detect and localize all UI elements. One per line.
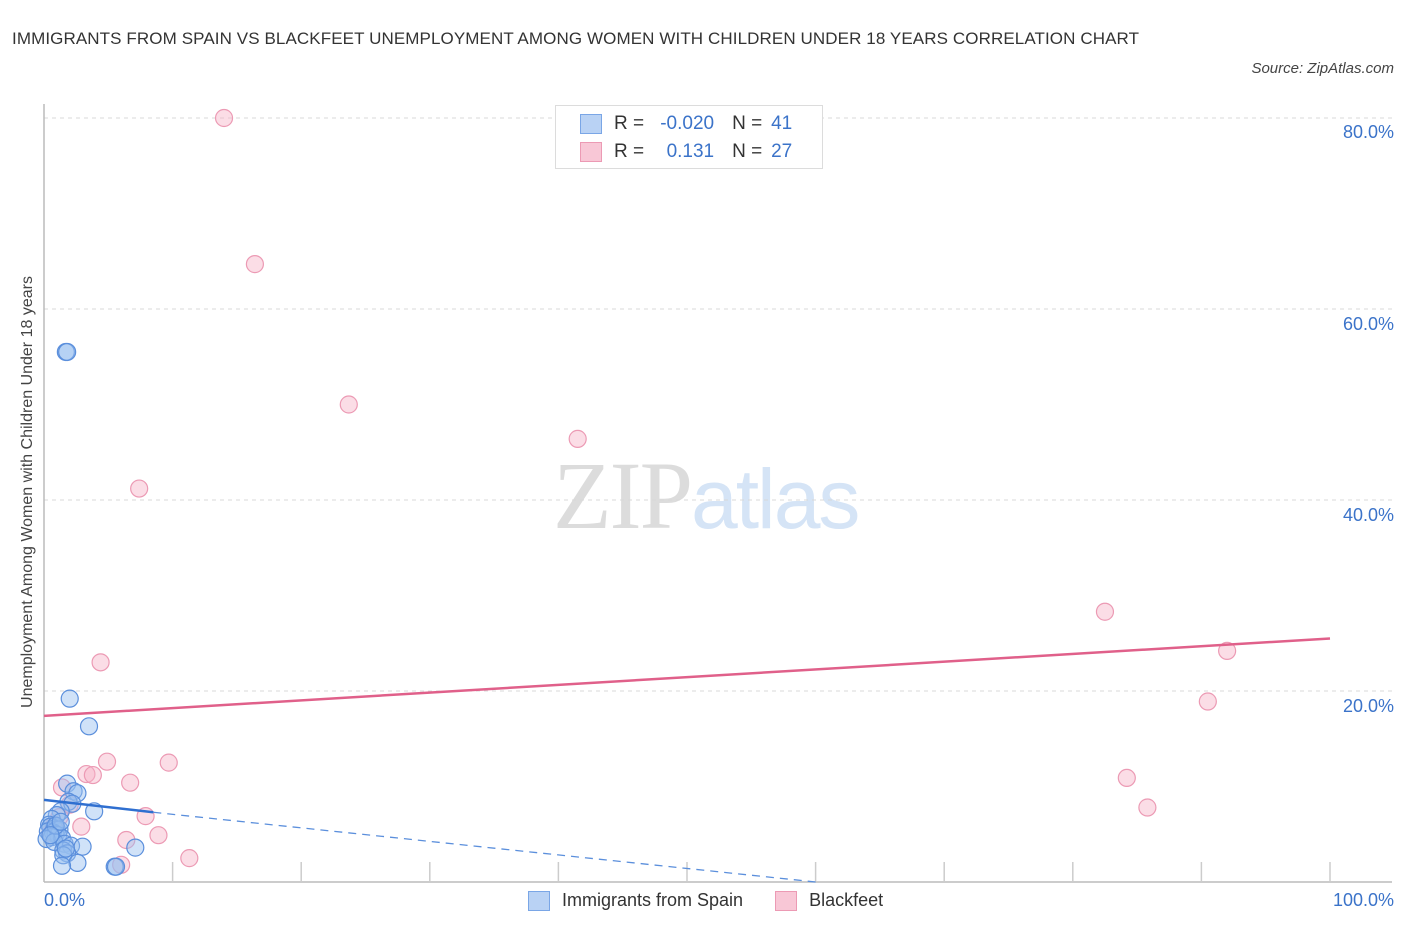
blackfeet-point xyxy=(149,826,168,845)
blackfeet-point xyxy=(214,108,234,128)
blackfeet-point xyxy=(180,849,199,868)
series-legend: Immigrants from Spain Blackfeet xyxy=(528,890,915,911)
watermark: ZIPatlas xyxy=(553,448,860,547)
blackfeet-point xyxy=(1117,768,1136,788)
blackfeet-point xyxy=(97,752,117,771)
y-tick-80: 80.0% xyxy=(1342,122,1394,142)
spain-point xyxy=(52,856,72,875)
r-label: R = xyxy=(614,113,645,134)
blackfeet-point xyxy=(339,395,358,414)
blackfeet-point xyxy=(1198,692,1217,711)
spain-point xyxy=(58,342,77,362)
blackfeet-trend-line xyxy=(43,637,1331,718)
blackfeet-swatch-icon xyxy=(580,142,602,162)
blackfeet-point xyxy=(72,817,91,836)
blackfeet-point xyxy=(159,753,178,772)
y-tick-20: 20.0% xyxy=(1342,696,1394,716)
legend-row-spain: R = -0.020 N = 41 xyxy=(580,112,792,136)
spain-point xyxy=(106,857,126,876)
n-value: 27 xyxy=(771,141,793,162)
spain-trend-extension xyxy=(153,811,816,883)
blackfeet-swatch-icon xyxy=(775,890,798,911)
blackfeet-point xyxy=(1095,602,1115,621)
y-axis-label: Unemployment Among Women with Children U… xyxy=(19,276,36,708)
blackfeet-point xyxy=(568,429,587,448)
blackfeet-point xyxy=(77,764,96,784)
r-value: 0.131 xyxy=(666,141,715,162)
spain-point xyxy=(41,826,60,845)
blackfeet-point xyxy=(130,479,149,498)
spain-swatch-icon xyxy=(580,114,602,134)
y-tick-40: 40.0% xyxy=(1342,505,1394,525)
legend-label: Blackfeet xyxy=(809,890,884,910)
y-tick-60: 60.0% xyxy=(1342,314,1394,334)
r-label: R = xyxy=(614,141,645,162)
source-label: Source: ZipAtlas.com xyxy=(1251,60,1394,77)
legend-item-spain[interactable]: Immigrants from Spain xyxy=(528,890,743,911)
n-value: 41 xyxy=(771,113,793,134)
spain-trend-line xyxy=(43,798,154,814)
blackfeet-point xyxy=(83,765,102,785)
spain-point xyxy=(60,689,79,708)
legend-label: Immigrants from Spain xyxy=(562,890,744,910)
blackfeet-point xyxy=(91,653,110,672)
blackfeet-point xyxy=(1218,641,1237,660)
x-tick-100: 100.0% xyxy=(1332,890,1394,910)
spain-point xyxy=(73,837,92,856)
spain-point xyxy=(79,717,99,736)
blackfeet-point xyxy=(121,773,140,792)
legend-item-blackfeet[interactable]: Blackfeet xyxy=(775,890,883,911)
blackfeet-point xyxy=(245,255,265,274)
watermark-atlas: atlas xyxy=(691,452,860,546)
x-tick-0: 0.0% xyxy=(44,890,86,910)
correlation-legend: R = -0.020 N = 41 R = 0.131 N = 27 xyxy=(555,105,823,169)
n-label: N = xyxy=(732,141,763,162)
spain-point xyxy=(51,812,70,831)
spain-point xyxy=(68,853,87,873)
r-value: -0.020 xyxy=(660,113,715,134)
chart-title: IMMIGRANTS FROM SPAIN VS BLACKFEET UNEMP… xyxy=(12,29,1140,48)
spain-swatch-icon xyxy=(528,890,550,911)
n-label: N = xyxy=(732,113,763,134)
legend-row-blackfeet: R = 0.131 N = 27 xyxy=(580,140,792,164)
spain-point xyxy=(126,838,145,857)
spain-point xyxy=(56,839,75,858)
blackfeet-point xyxy=(1138,798,1157,817)
watermark-zip: ZIP xyxy=(553,442,693,549)
